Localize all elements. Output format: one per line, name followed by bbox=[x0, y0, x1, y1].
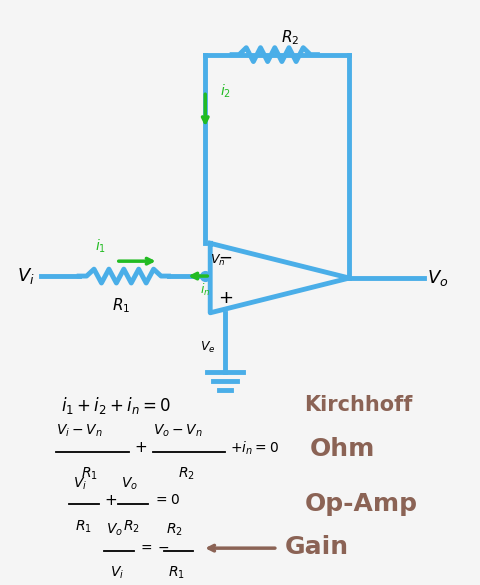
Text: $R_1$: $R_1$ bbox=[112, 296, 130, 315]
Text: $R_1$: $R_1$ bbox=[168, 565, 185, 581]
Text: $+ i_n = 0$: $+ i_n = 0$ bbox=[230, 439, 279, 456]
Text: $i_1$: $i_1$ bbox=[96, 238, 107, 255]
Text: $= -$: $= -$ bbox=[138, 540, 169, 554]
Text: $V_i - V_n$: $V_i - V_n$ bbox=[56, 422, 103, 439]
Text: $V_i$: $V_i$ bbox=[73, 475, 87, 491]
Text: $R_2$: $R_2$ bbox=[280, 28, 299, 46]
Text: $V_o$: $V_o$ bbox=[427, 268, 448, 288]
Text: Gain: Gain bbox=[285, 535, 349, 559]
Text: $R_2$: $R_2$ bbox=[123, 518, 140, 535]
Text: $i_1 + i_2 + i_n = 0$: $i_1 + i_2 + i_n = 0$ bbox=[61, 395, 171, 416]
Text: $V_n$: $V_n$ bbox=[210, 253, 226, 268]
Text: Ohm: Ohm bbox=[310, 437, 375, 461]
Text: $V_i$: $V_i$ bbox=[17, 266, 35, 286]
Text: $R_2$: $R_2$ bbox=[166, 522, 182, 538]
Text: Op-Amp: Op-Amp bbox=[304, 493, 418, 517]
Text: $V_o$: $V_o$ bbox=[106, 522, 123, 538]
Text: $V_o - V_n$: $V_o - V_n$ bbox=[153, 422, 203, 439]
Text: $+$: $+$ bbox=[104, 493, 117, 508]
Text: $= 0$: $= 0$ bbox=[153, 494, 180, 507]
Text: $+$: $+$ bbox=[218, 289, 233, 307]
Text: $i_n$: $i_n$ bbox=[200, 282, 210, 298]
Text: $V_o$: $V_o$ bbox=[121, 475, 138, 491]
Text: $V_e$: $V_e$ bbox=[200, 340, 215, 355]
Text: $R_2$: $R_2$ bbox=[178, 466, 195, 482]
Text: $i_2$: $i_2$ bbox=[220, 82, 231, 100]
Text: $R_1$: $R_1$ bbox=[75, 518, 92, 535]
Text: $V_i$: $V_i$ bbox=[110, 565, 124, 581]
Text: $+$: $+$ bbox=[134, 441, 147, 455]
Text: Kirchhoff: Kirchhoff bbox=[304, 395, 413, 415]
Text: $R_1$: $R_1$ bbox=[81, 466, 97, 482]
Text: $-$: $-$ bbox=[218, 247, 232, 265]
